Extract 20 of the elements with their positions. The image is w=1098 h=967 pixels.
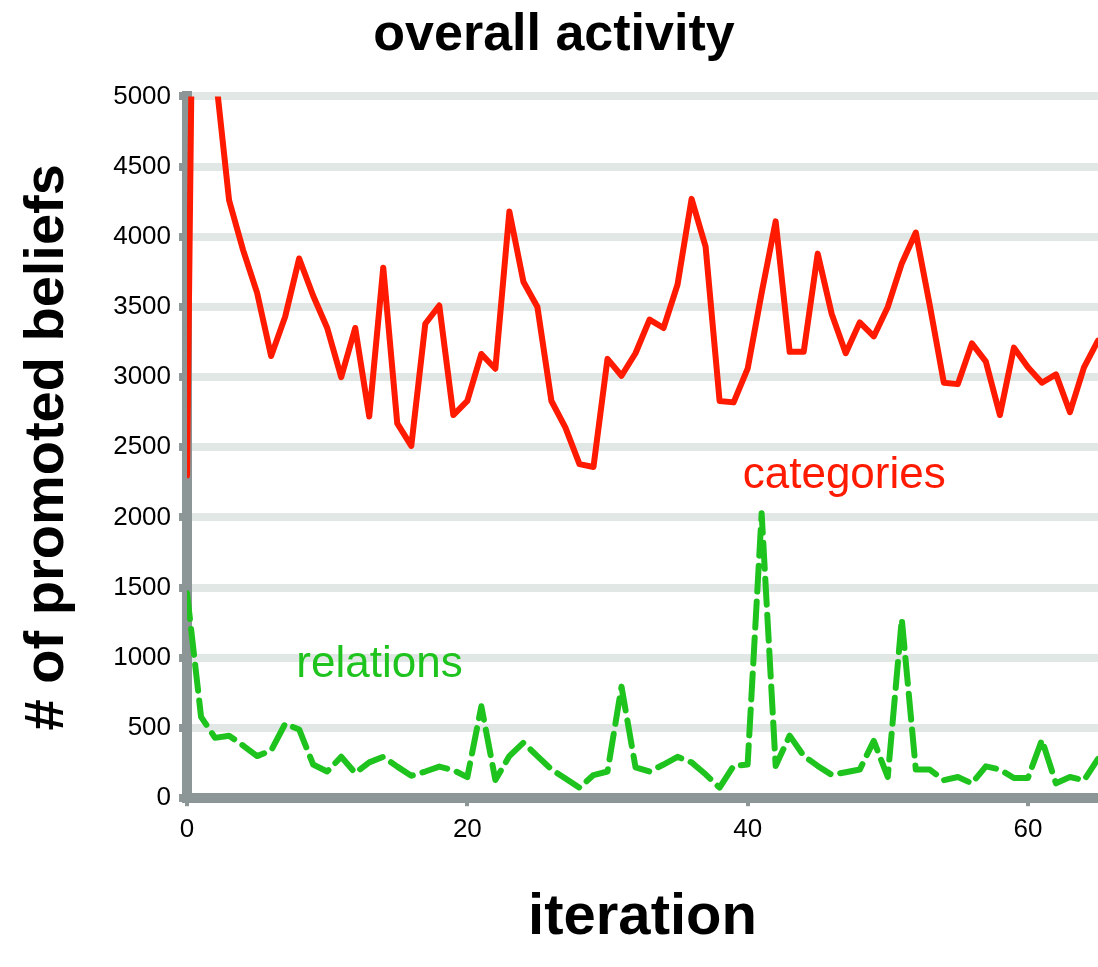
y-tick-label: 1500 <box>113 570 172 601</box>
x-tick-label: 0 <box>179 812 195 843</box>
x-tick-label: 40 <box>733 812 763 843</box>
y-tick-label: 2500 <box>113 430 172 461</box>
x-axis-title: iteration <box>528 881 757 947</box>
series-label: categories <box>742 447 946 497</box>
y-tick-label: 1000 <box>113 641 172 672</box>
y-tick-label: 500 <box>127 711 172 742</box>
chart-title: overall activity <box>373 2 735 61</box>
y-tick-label: 3000 <box>113 360 172 391</box>
y-axis-title: # of promoted beliefs <box>12 164 76 731</box>
series-label: relations <box>296 637 463 686</box>
y-tick-label: 3500 <box>113 290 172 321</box>
y-tick-label: 2000 <box>113 500 172 531</box>
x-tick-label: 20 <box>452 812 482 843</box>
y-tick-label: 4500 <box>113 149 172 180</box>
y-tick-label: 4000 <box>113 219 172 250</box>
x-tick-label: 60 <box>1013 812 1043 843</box>
y-tick-label: 0 <box>156 781 172 812</box>
y-tick-label: 5000 <box>113 79 172 110</box>
